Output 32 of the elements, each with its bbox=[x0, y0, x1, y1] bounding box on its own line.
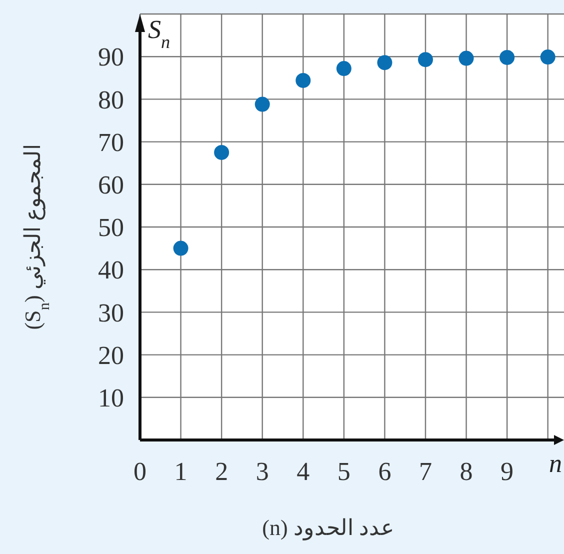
y-tick-label: 60 bbox=[98, 170, 124, 200]
point bbox=[254, 96, 270, 112]
y-tick-label: 30 bbox=[98, 298, 124, 328]
point bbox=[500, 50, 515, 65]
text: n bbox=[549, 449, 562, 478]
point bbox=[418, 52, 433, 68]
x-axis-title: عدد الحدود (n) bbox=[262, 515, 394, 541]
x-tick-label: 0 bbox=[134, 457, 146, 486]
annotation: S$_{n}$ bbox=[148, 15, 170, 52]
point bbox=[296, 72, 311, 88]
point bbox=[377, 55, 392, 70]
x-tick-label: 3 bbox=[256, 457, 269, 486]
x-tick-label: 4 bbox=[296, 457, 310, 486]
x-tick-label: 8 bbox=[460, 457, 473, 486]
y-tick-label: 40 bbox=[98, 256, 124, 285]
y-tick-label: 50 bbox=[98, 213, 124, 242]
point bbox=[173, 240, 188, 256]
point bbox=[458, 50, 474, 66]
x-tick-label: 2 bbox=[215, 457, 228, 486]
x-tick-label: 5 bbox=[337, 457, 350, 486]
y-tick-label: 90 bbox=[98, 42, 124, 72]
y-tick-label: 80 bbox=[98, 85, 124, 114]
x-tick-label: 9 bbox=[500, 457, 514, 486]
y-tick-label: 20 bbox=[98, 340, 124, 370]
x-tick-label: 6 bbox=[378, 457, 392, 486]
x-tick-label: 1 bbox=[174, 457, 188, 486]
y-tick-label: 70 bbox=[98, 128, 124, 157]
x-tick-label: 7 bbox=[418, 457, 432, 486]
point bbox=[336, 61, 352, 76]
y-tick-label: 10 bbox=[98, 384, 124, 412]
point bbox=[540, 50, 556, 65]
point bbox=[214, 144, 230, 160]
